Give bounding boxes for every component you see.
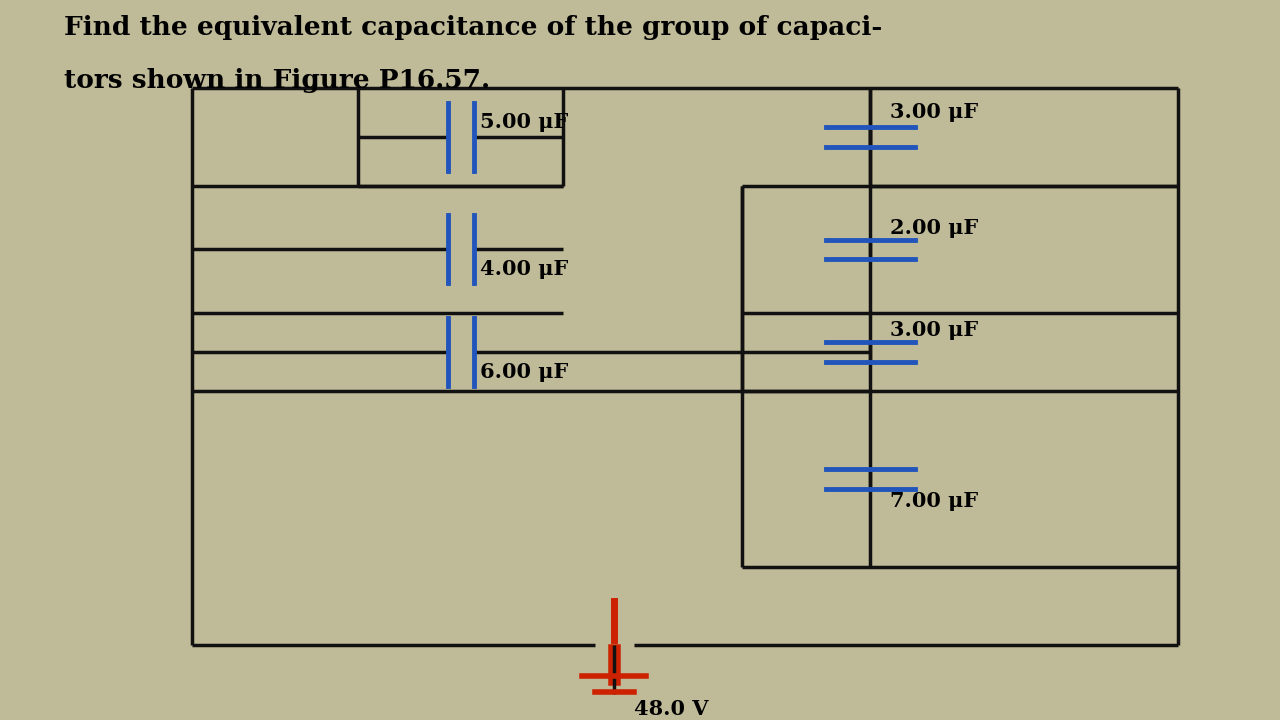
Text: tors shown in Figure P16.57.: tors shown in Figure P16.57. [64,68,490,94]
Text: 3.00 μF: 3.00 μF [890,102,978,122]
Text: Find the equivalent capacitance of the group of capaci-: Find the equivalent capacitance of the g… [64,14,882,40]
Text: 7.00 μF: 7.00 μF [890,491,978,510]
Text: 6.00 μF: 6.00 μF [480,361,568,382]
Text: 5.00 μF: 5.00 μF [480,112,568,132]
Text: 2.00 μF: 2.00 μF [890,217,978,238]
Text: 4.00 μF: 4.00 μF [480,259,568,279]
Text: 48.0 V: 48.0 V [634,699,708,719]
Text: 3.00 μF: 3.00 μF [890,320,978,340]
